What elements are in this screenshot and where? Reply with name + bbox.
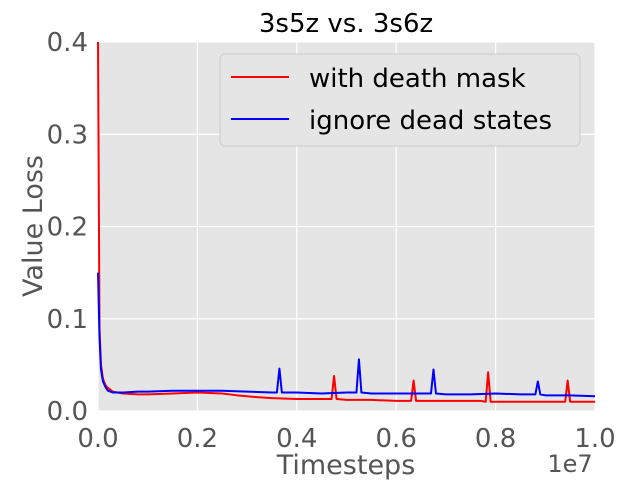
y-tick-labels: 0.0 0.1 0.2 0.3 0.4	[47, 28, 88, 427]
x-tick-label-2: 0.4	[276, 424, 317, 454]
x-tick-label-3: 0.6	[376, 424, 417, 454]
y-tick-label-1: 0.1	[47, 305, 88, 335]
x-tick-label-1: 0.2	[177, 424, 218, 454]
series-group	[97, 41, 596, 403]
legend-label-death-mask: with death mask	[309, 64, 526, 94]
y-axis-label: Value Loss	[18, 155, 49, 297]
x-tick-label-0: 0.0	[77, 424, 118, 454]
legend-box	[219, 53, 581, 147]
y-tick-label-3: 0.3	[47, 120, 88, 150]
legend-label-ignore-dead: ignore dead states	[309, 106, 552, 136]
x-axis-label: Timesteps	[276, 450, 416, 481]
legend: with death mask ignore dead states	[219, 53, 581, 147]
x-axis-offset: 1e7	[547, 450, 592, 478]
x-tick-label-4: 0.8	[475, 424, 516, 454]
y-tick-label-4: 0.4	[47, 28, 88, 58]
x-tick-labels: 0.0 0.2 0.4 0.6 0.8 1.0	[77, 424, 615, 454]
chart-title: 3s5z vs. 3s6z	[259, 9, 433, 39]
x-tick-label-5: 1.0	[574, 424, 615, 454]
y-tick-label-2: 0.2	[47, 213, 88, 243]
series-line-1	[97, 272, 596, 398]
y-tick-label-0: 0.0	[47, 397, 88, 427]
